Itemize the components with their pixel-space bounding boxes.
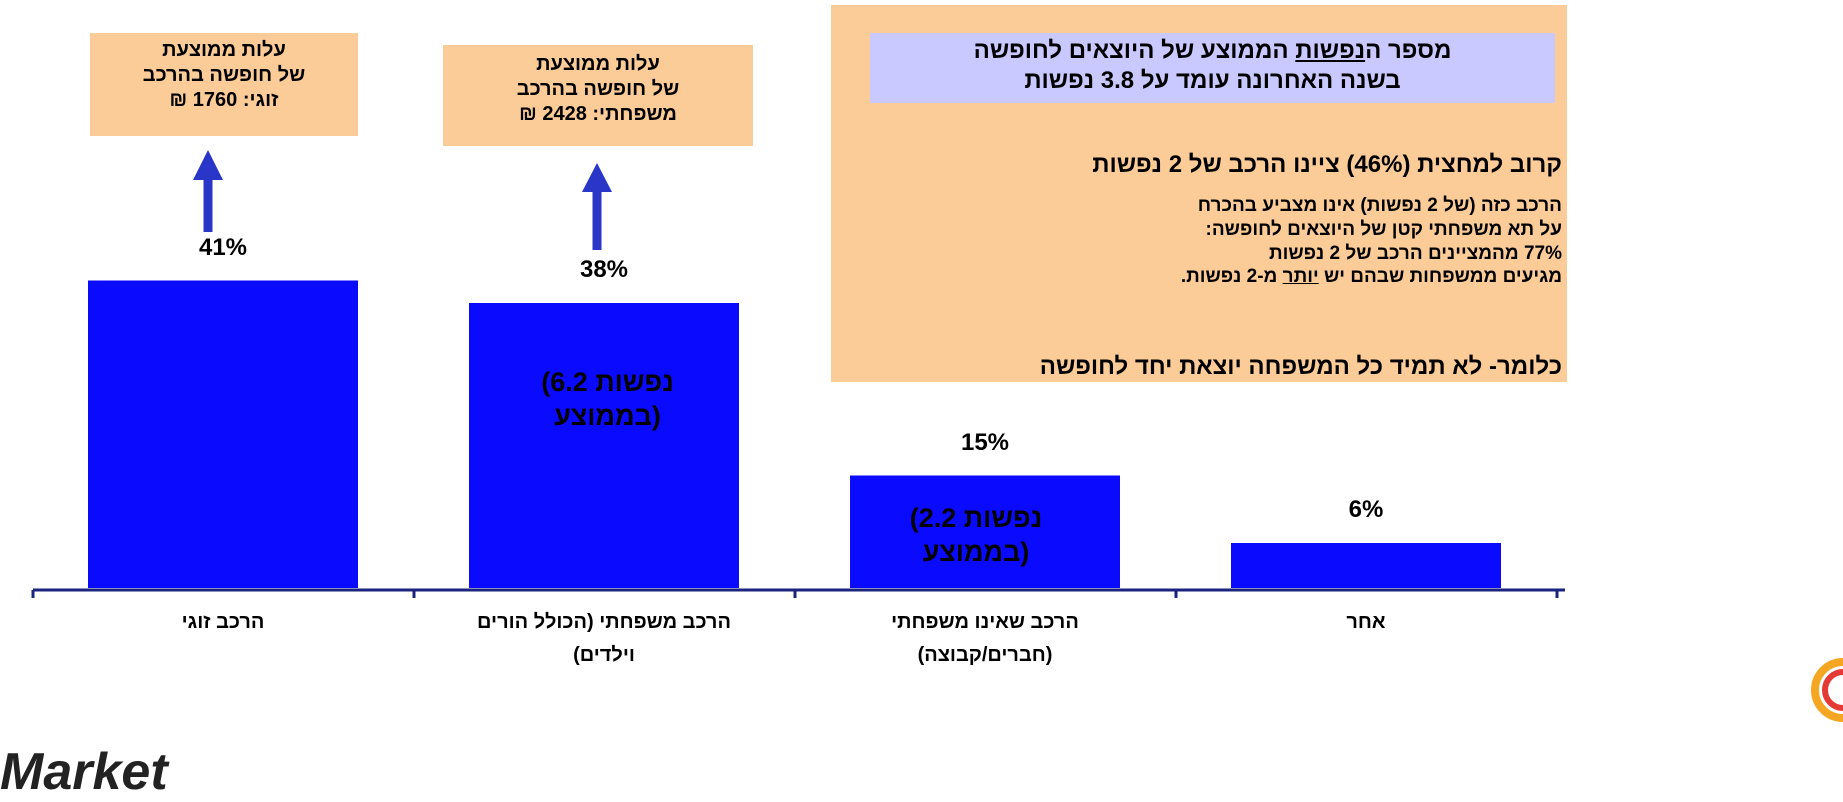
summary-line: כלומר- לא תמיד כל המשפחה יוצאת יחד לחופש… [1039, 353, 1562, 380]
text-part: יותר [1282, 266, 1319, 288]
text-line: בשנה האחרונה עומד על 3.8 נפשות [1024, 67, 1401, 94]
text-line: של חופשה בהרכב [142, 64, 306, 86]
size-note: (2.2 נפשות בממוצע) [870, 502, 1082, 570]
x-tick-label: הרכב שאינו משפחתי (חברים/קבוצה) [891, 611, 1079, 666]
text-line: מגיעים ממשפחות שבהם יש יותר מ-2 נפשות. [836, 265, 1562, 289]
text-part: מגיעים ממשפחות שבהם יש [1318, 266, 1562, 288]
logo-ring [1822, 669, 1843, 711]
text-part: נפשות [1295, 37, 1366, 64]
cost-note: עלות ממוצעת של חופשה בהרכב משפחתי: 2428 ₪ [443, 52, 753, 127]
bar [1231, 543, 1501, 588]
logo-ring [1811, 658, 1843, 722]
cost-note: עלות ממוצעת של חופשה בהרכב זוגי: 1760 ₪ [90, 38, 358, 113]
text-line: זוגי: 1760 ₪ [169, 89, 279, 111]
text-line: בממוצע) [554, 400, 661, 431]
summary-line: קרוב למחצית (46%) ציינו הרכב של 2 נפשות [1092, 151, 1562, 178]
arrow-head [193, 150, 223, 180]
text-line: מספר הנפשות הממוצע של היוצאים לחופשה [870, 36, 1555, 66]
text-line: הרכב כזה (של 2 נפשות) אינו מצביע בהכרח [1197, 195, 1562, 216]
bar [850, 475, 1120, 588]
text-line: עלות ממוצעת [162, 39, 286, 61]
text-line: (2.2 נפשות [909, 503, 1043, 533]
value-label: 41% [198, 233, 248, 261]
text-part: מ-2 נפשות. [1180, 266, 1283, 288]
corner-logo [1811, 658, 1843, 722]
bar [88, 280, 358, 588]
headline-box [870, 33, 1555, 103]
chart [31, 150, 1843, 722]
family-arrow [582, 163, 612, 250]
value-label: 6% [1348, 496, 1384, 523]
text-line: על תא משפחתי קטן של היוצאים לחופשה: [1205, 218, 1562, 240]
text-part: הממוצע של היוצאים לחופשה [973, 37, 1296, 64]
value-label: 38% [579, 256, 629, 283]
text-part: מספר ה [1365, 37, 1452, 64]
detail: הרכב כזה (של 2 נפשות) אינו מצביע בהכרח על… [836, 194, 1562, 289]
text-line: בממוצע) [922, 536, 1030, 567]
size-note: (6.2 נפשות בממוצע) [502, 366, 713, 434]
couple-arrow [193, 150, 223, 232]
value-label: 15% [960, 428, 1010, 456]
logo-text: Market [0, 743, 168, 801]
x-tick-label: אחר [1346, 611, 1386, 633]
text-line: (6.2 נפשות [541, 367, 674, 397]
cost-box [90, 33, 358, 136]
text-line: משפחתי: 2428 ₪ [519, 103, 677, 125]
bar [469, 303, 739, 588]
slide: 41% הרכב זוגי 38% הרכב משפחתי (הכולל הורים … [0, 5, 1843, 801]
cost-box [443, 45, 753, 146]
headline: מספר הנפשות הממוצע של היוצאים לחופשה בשנה… [870, 36, 1555, 96]
arrow-head [582, 163, 612, 192]
x-tick-label: הרכב משפחתי (הכולל הורים וילדים) [477, 611, 731, 666]
text-line: עלות ממוצעת [536, 53, 660, 75]
text-line: של חופשה בהרכב [516, 78, 680, 100]
text-line: 77% מהמציינים הרכב של 2 נפשות [1268, 242, 1562, 264]
x-tick-label: הרכב זוגי [181, 611, 265, 633]
